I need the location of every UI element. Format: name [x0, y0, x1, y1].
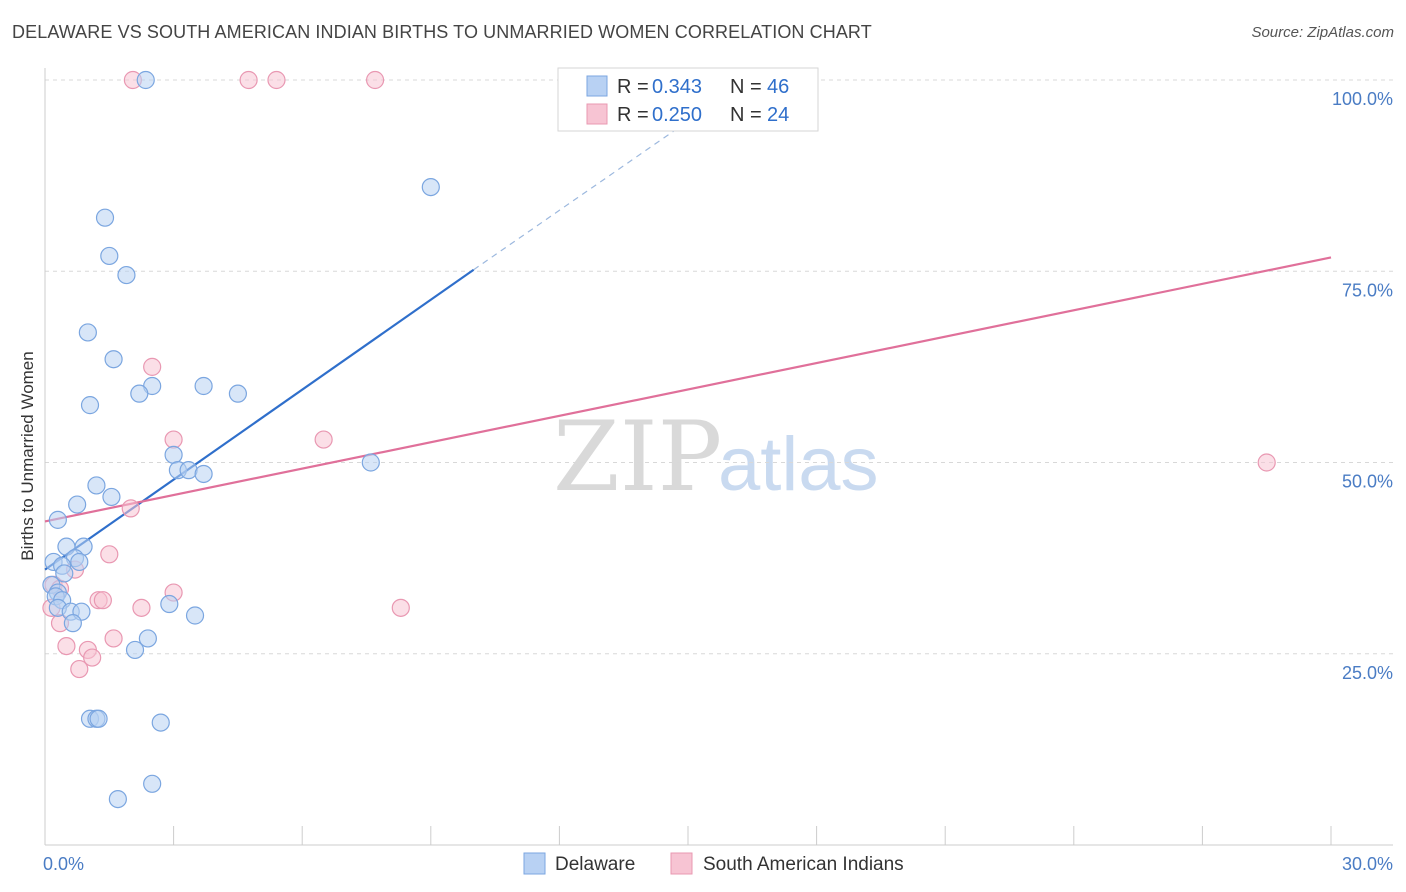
- sai-point: [57, 636, 76, 656]
- delaware-point: [78, 323, 97, 342]
- sai-point: [93, 591, 112, 610]
- delaware-point: [179, 461, 198, 480]
- delaware-point: [87, 476, 106, 495]
- sai-point: [1257, 453, 1276, 472]
- delaware-point: [143, 774, 162, 793]
- delaware-point: [130, 384, 149, 403]
- legend-r-value-delaware: 0.343: [652, 76, 702, 98]
- delaware-point: [117, 265, 136, 285]
- trend-line-delaware-extension: [473, 90, 732, 271]
- chart-title: DELAWARE VS SOUTH AMERICAN INDIAN BIRTHS…: [12, 22, 872, 42]
- sai-point: [83, 648, 102, 667]
- series-legend-swatch-sai: [670, 852, 693, 875]
- sai-point: [267, 70, 286, 90]
- trend-lines: [44, 90, 1332, 571]
- sai-point: [365, 70, 385, 90]
- legend-n-label-sai: N =: [730, 104, 762, 126]
- delaware-point: [80, 396, 100, 415]
- series-legend-label-delaware: Delaware: [555, 854, 635, 875]
- delaware-point: [228, 384, 247, 403]
- sai-point: [143, 357, 162, 376]
- legend-r-value-sai: 0.250: [652, 104, 702, 126]
- sai-point: [70, 659, 89, 679]
- sai-point: [239, 70, 258, 90]
- watermark-atlas: atlas: [718, 422, 879, 507]
- watermark-zip: ZIP: [553, 401, 722, 513]
- delaware-point: [164, 445, 183, 464]
- delaware-point: [185, 606, 205, 625]
- grid: [45, 79, 1393, 655]
- legend-n-value-delaware: 46: [767, 76, 789, 98]
- delaware-point: [68, 495, 87, 514]
- y-axis-label: Births to Unmarried Women: [18, 351, 37, 560]
- source-credit: Source: ZipAtlas.com: [1251, 24, 1394, 41]
- series-legend-swatch-delaware: [523, 852, 546, 875]
- delaware-point: [160, 594, 179, 614]
- x-tick-label-min: 0.0%: [43, 854, 84, 874]
- delaware-point: [136, 70, 155, 90]
- legend-r-label-sai: R =: [617, 104, 649, 126]
- legend: R = 0.343 N = 46 R = 0.250 N = 24: [557, 67, 819, 132]
- delaware-point: [108, 789, 127, 809]
- trend-line-delaware: [44, 268, 475, 571]
- x-tick-label-max: 30.0%: [1342, 854, 1393, 874]
- sai-points: [42, 70, 1276, 679]
- x-ticks: [173, 826, 1332, 845]
- delaware-point: [104, 350, 123, 369]
- y-tick-label: 50.0%: [1342, 472, 1393, 492]
- y-tick-labels: 25.0% 50.0% 75.0% 100.0%: [1332, 89, 1393, 683]
- sai-point: [164, 430, 183, 449]
- delaware-point: [70, 552, 89, 572]
- sai-point: [132, 598, 151, 617]
- series-legend: Delaware South American Indians: [523, 852, 904, 875]
- legend-n-value-sai: 24: [767, 104, 789, 126]
- series-legend-label-sai: South American Indians: [703, 854, 904, 875]
- legend-n-label-delaware: N =: [730, 76, 762, 98]
- axes: [44, 68, 1393, 846]
- delaware-point: [95, 208, 115, 227]
- delaware-point: [361, 453, 380, 472]
- y-tick-label: 25.0%: [1342, 663, 1393, 683]
- trend-line-sai: [44, 256, 1332, 523]
- y-tick-label: 75.0%: [1342, 280, 1393, 300]
- y-tick-label: 100.0%: [1332, 89, 1393, 109]
- delaware-point: [151, 713, 170, 732]
- delaware-point: [100, 246, 119, 266]
- delaware-point: [194, 464, 213, 484]
- delaware-point: [55, 564, 74, 583]
- delaware-point: [125, 640, 145, 660]
- legend-swatch-sai: [586, 103, 608, 125]
- legend-swatch-delaware: [586, 75, 608, 97]
- sai-point: [104, 629, 123, 648]
- delaware-point: [194, 376, 213, 396]
- sai-point: [100, 545, 119, 564]
- delaware-point: [48, 510, 67, 529]
- watermark: ZIP atlas: [553, 401, 879, 513]
- delaware-points: [42, 70, 440, 809]
- delaware-point: [102, 487, 121, 507]
- delaware-point: [421, 178, 440, 197]
- delaware-point: [89, 709, 108, 728]
- sai-point: [391, 598, 410, 617]
- delaware-point: [138, 629, 157, 648]
- legend-r-label-delaware: R =: [617, 76, 649, 98]
- sai-point: [314, 430, 333, 449]
- delaware-point: [63, 614, 82, 633]
- sai-point: [121, 499, 140, 518]
